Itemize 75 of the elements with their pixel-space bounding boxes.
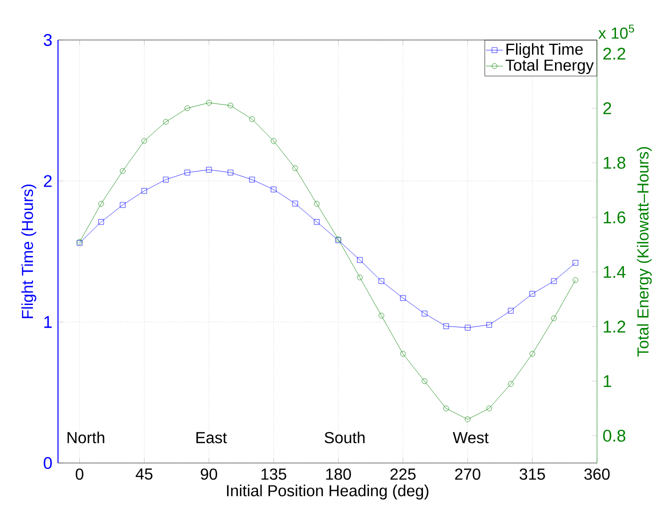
point bbox=[551, 316, 557, 322]
x-tick-label: 0 bbox=[76, 468, 84, 480]
point bbox=[228, 170, 234, 176]
point bbox=[551, 278, 557, 284]
point bbox=[508, 381, 514, 387]
point bbox=[422, 310, 428, 316]
point bbox=[270, 138, 276, 144]
y2-tick-label: 0.8 bbox=[603, 430, 626, 442]
legend-label: Flight Time bbox=[506, 43, 583, 58]
point bbox=[98, 200, 104, 207]
y2-tick-label: 1 bbox=[604, 375, 612, 387]
x-axis-title: Initial Position Heading (deg) bbox=[227, 484, 428, 500]
x-tick-label: 225 bbox=[390, 468, 416, 480]
y-axis-title: Flight Time (Hours) bbox=[21, 184, 36, 318]
point bbox=[357, 274, 363, 280]
x-tick-label: 135 bbox=[262, 468, 286, 480]
point bbox=[378, 312, 384, 318]
point bbox=[120, 202, 126, 208]
x-tick-label: 180 bbox=[326, 468, 351, 480]
point bbox=[572, 277, 578, 283]
point bbox=[422, 378, 428, 384]
point bbox=[249, 176, 255, 182]
point bbox=[98, 219, 104, 225]
x-tick-label: 45 bbox=[136, 468, 152, 480]
point bbox=[378, 278, 384, 284]
x-tick-label: 315 bbox=[520, 468, 545, 480]
point bbox=[228, 102, 234, 108]
point bbox=[357, 257, 363, 263]
x-tick-label: 90 bbox=[200, 468, 218, 480]
y-tick-label: 1 bbox=[44, 316, 52, 328]
point bbox=[486, 322, 492, 328]
point bbox=[486, 406, 492, 412]
point bbox=[464, 416, 470, 422]
y-tick-label: 3 bbox=[44, 34, 52, 46]
x-tick-label: 270 bbox=[455, 468, 480, 480]
y-tick-label: 0 bbox=[44, 457, 52, 469]
point bbox=[292, 200, 298, 206]
point bbox=[120, 168, 126, 174]
point bbox=[400, 295, 406, 301]
point bbox=[292, 165, 298, 172]
point bbox=[443, 406, 449, 412]
point bbox=[530, 291, 536, 297]
annotation: North bbox=[68, 432, 104, 444]
y2-tick-label: 1.4 bbox=[604, 266, 626, 278]
annotation: West bbox=[452, 432, 489, 444]
point bbox=[249, 116, 255, 122]
annotation: South bbox=[324, 432, 365, 444]
point bbox=[443, 323, 449, 330]
point bbox=[530, 351, 536, 357]
point bbox=[184, 170, 190, 176]
point bbox=[141, 138, 148, 144]
point bbox=[163, 119, 169, 125]
legend-label: Total Energy bbox=[506, 59, 594, 74]
y-tick-label: 2 bbox=[44, 175, 52, 187]
y2-axis-title: Total Energy (Kilowatt–Hours) bbox=[636, 147, 652, 357]
y2-tick-label: 1.2 bbox=[604, 320, 626, 332]
point bbox=[314, 219, 320, 225]
point bbox=[270, 186, 276, 192]
point bbox=[400, 351, 406, 357]
point bbox=[184, 105, 190, 112]
annotation: East bbox=[196, 432, 227, 444]
point bbox=[508, 308, 514, 314]
point bbox=[141, 188, 148, 194]
text: x 10$^{5}$ bbox=[598, 24, 634, 39]
point bbox=[206, 100, 212, 106]
point bbox=[314, 200, 320, 207]
y2-tick-label: 2 bbox=[603, 102, 612, 114]
y2-tick-label: 2.2 bbox=[603, 48, 626, 60]
x-tick-label: 360 bbox=[584, 468, 610, 480]
y2-tick-label: 1.6 bbox=[604, 211, 626, 224]
point bbox=[206, 166, 212, 173]
point bbox=[572, 260, 578, 266]
y2-tick-label: 1.8 bbox=[604, 156, 626, 169]
point bbox=[163, 176, 169, 182]
point bbox=[464, 324, 470, 330]
